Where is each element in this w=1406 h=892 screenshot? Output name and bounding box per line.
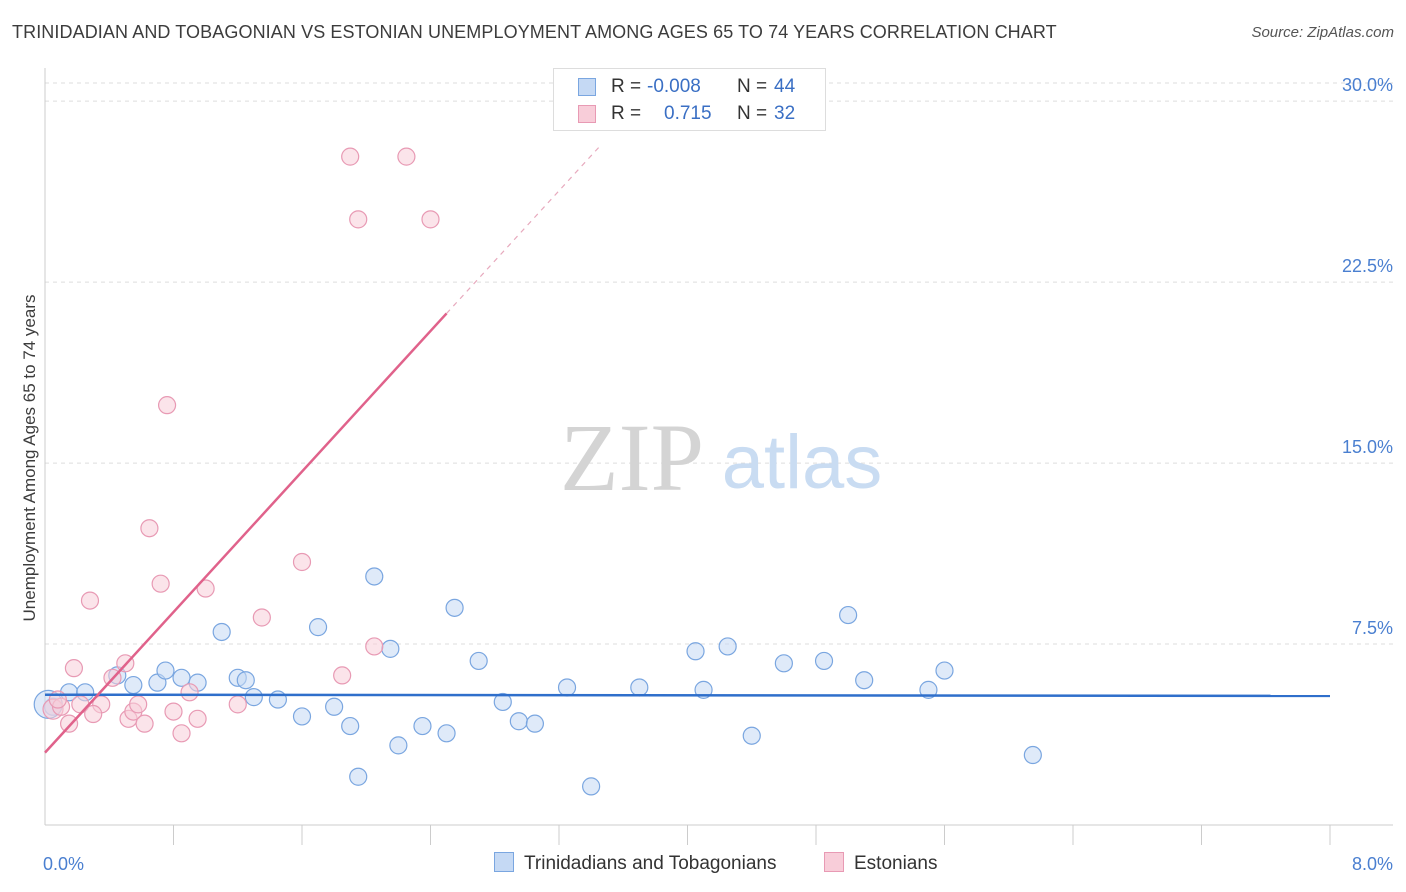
bottom-legend-swatch-pink <box>824 852 844 872</box>
legend-swatch-blue <box>578 78 596 96</box>
point-estonians <box>129 695 148 714</box>
point-trinidadians <box>389 736 408 755</box>
y-tick-label: 22.5% <box>1342 256 1393 276</box>
bottom-legend-estonians: Estonians <box>824 852 937 875</box>
legend-r-label: R = <box>611 76 642 97</box>
point-trinidadians <box>236 671 255 690</box>
point-trinidadians <box>325 697 344 716</box>
y-tick-label: 30.0% <box>1342 75 1393 95</box>
legend-swatch-pink <box>578 105 596 123</box>
point-trinidadians <box>381 639 400 658</box>
point-trinidadians <box>365 567 384 586</box>
legend-n-label: N = <box>737 76 768 97</box>
point-estonians <box>64 659 84 678</box>
legend-r-value: 0.715 <box>664 103 712 124</box>
point-trinidadians <box>774 654 793 673</box>
point-trinidadians <box>413 716 432 736</box>
point-estonians <box>80 591 100 610</box>
point-trinidadians <box>509 712 528 731</box>
point-trinidadians <box>630 678 649 697</box>
trend-line-estonians <box>44 312 448 754</box>
point-estonians <box>365 637 384 656</box>
point-estonians <box>421 210 440 229</box>
point-trinidadians <box>341 716 360 736</box>
point-trinidadians <box>525 714 545 733</box>
legend-r-label: R = <box>611 103 642 124</box>
point-trinidadians <box>244 688 263 707</box>
bottom-legend-swatch-blue <box>494 852 514 872</box>
point-estonians <box>292 552 312 572</box>
point-estonians <box>84 704 103 724</box>
series-trinidadians-points <box>33 567 1042 796</box>
point-estonians <box>151 574 170 593</box>
tick-labels: 7.5% 15.0% 22.5% 30.0% 0.0% 8.0% <box>43 75 1393 874</box>
point-trinidadians <box>308 618 328 637</box>
point-estonians <box>180 683 199 702</box>
gridlines <box>45 82 1393 645</box>
point-trinidadians <box>212 622 231 642</box>
point-trinidadians <box>855 671 874 690</box>
axes <box>44 68 1393 845</box>
point-trinidadians <box>268 690 288 709</box>
legend-n-label: N = <box>737 103 768 124</box>
bottom-legend-label: Trinidadians and Tobagonians <box>524 853 777 874</box>
point-trinidadians <box>839 605 858 625</box>
legend-r-value: -0.008 <box>647 76 701 97</box>
point-estonians <box>59 714 79 733</box>
point-trinidadians <box>557 678 577 697</box>
point-trinidadians <box>292 707 312 726</box>
chart-title: TRINIDADIAN AND TOBAGONIAN VS ESTONIAN U… <box>12 22 1057 42</box>
source-label: Source: ZipAtlas.com <box>1251 24 1394 41</box>
correlation-legend: R = -0.008 N = 44 R = 0.715 N = 32 <box>553 68 826 131</box>
legend-n-value: 44 <box>774 76 796 97</box>
watermark-zip: ZIP <box>560 404 704 511</box>
y-tick-label: 15.0% <box>1342 437 1393 457</box>
point-trinidadians <box>437 724 456 743</box>
series-estonians-points <box>42 147 440 743</box>
trend-line-trinidadians <box>44 693 1331 698</box>
point-trinidadians <box>445 598 464 617</box>
x-tick-label: 8.0% <box>1352 854 1393 874</box>
x-tick-label: 0.0% <box>43 854 84 874</box>
point-trinidadians <box>742 726 761 745</box>
point-trinidadians <box>469 651 488 671</box>
point-estonians <box>135 714 154 733</box>
point-trinidadians <box>493 692 512 712</box>
trend-lines <box>44 146 1331 754</box>
point-estonians <box>397 147 416 166</box>
bottom-legend-label: Estonians <box>854 853 938 874</box>
legend-row-estonians: R = 0.715 N = 32 <box>554 101 825 127</box>
point-estonians <box>228 695 247 714</box>
point-estonians <box>252 608 271 627</box>
point-trinidadians <box>1023 745 1042 765</box>
y-tick-label: 7.5% <box>1352 618 1393 638</box>
point-estonians <box>140 519 159 538</box>
point-trinidadians <box>124 675 143 695</box>
point-trinidadians <box>686 642 705 661</box>
point-estonians <box>188 709 207 728</box>
point-estonians <box>341 147 360 166</box>
point-estonians <box>172 724 191 743</box>
point-trinidadians <box>718 637 737 656</box>
watermark: ZIP atlas <box>560 404 882 511</box>
legend-row-trinidadians: R = -0.008 N = 44 <box>554 74 825 100</box>
point-trinidadians <box>582 777 601 796</box>
bottom-legend-trinidadians: Trinidadians and Tobagonians <box>494 852 776 875</box>
watermark-atlas: atlas <box>722 420 883 505</box>
point-estonians <box>349 210 368 229</box>
point-trinidadians <box>349 767 368 786</box>
legend-n-value: 32 <box>774 103 796 124</box>
point-estonians <box>196 579 215 598</box>
point-trinidadians <box>919 680 938 699</box>
point-estonians <box>157 396 177 415</box>
point-trinidadians <box>814 651 834 671</box>
trend-line-estonians-extension <box>446 146 600 314</box>
point-estonians <box>333 666 352 685</box>
point-trinidadians <box>935 661 954 680</box>
point-estonians <box>164 702 183 721</box>
point-trinidadians <box>156 661 175 680</box>
